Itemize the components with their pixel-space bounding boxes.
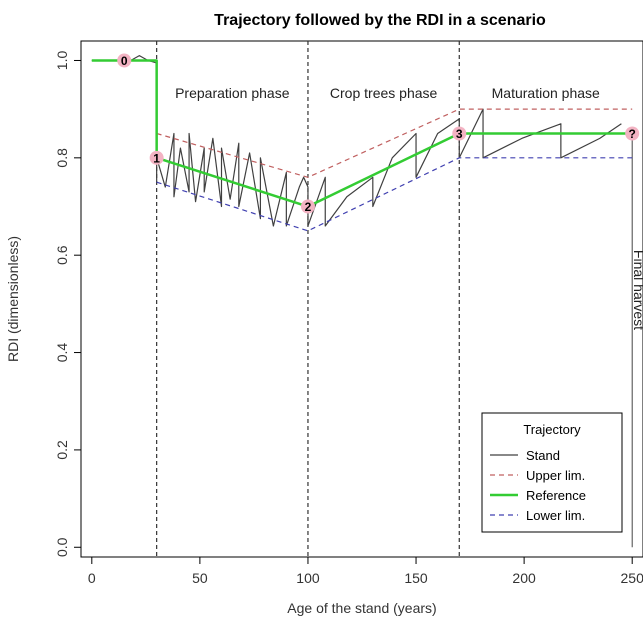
milestone-marker bbox=[149, 150, 164, 165]
milestone-label: 1 bbox=[153, 151, 160, 165]
chart-title: Trajectory followed by the RDI in a scen… bbox=[214, 12, 546, 29]
x-tick-label: 50 bbox=[192, 570, 208, 586]
milestone-label: 0 bbox=[121, 54, 128, 68]
milestone-markers: 0 1 2 3? bbox=[117, 53, 640, 214]
legend-entry: Lower lim. bbox=[526, 508, 585, 523]
y-tick-label: 0.6 bbox=[54, 245, 70, 265]
phase-label: Maturation phase bbox=[492, 85, 600, 101]
series-line bbox=[91, 59, 633, 208]
series-line bbox=[156, 108, 633, 178]
legend-box bbox=[481, 412, 623, 533]
legend-title: Trajectory bbox=[523, 422, 581, 437]
legend-entry: Upper lim. bbox=[526, 468, 585, 483]
final-harvest-annotation: Final harvest bbox=[631, 133, 643, 548]
x-axis: 0 50 100 150 200 250 bbox=[88, 557, 643, 586]
phase-boundaries bbox=[156, 41, 460, 557]
y-tick-label: 1.0 bbox=[54, 51, 70, 71]
y-tick-label: 0.0 bbox=[54, 537, 70, 557]
final-harvest-label: Final harvest bbox=[631, 250, 643, 330]
x-tick-label: 200 bbox=[512, 570, 536, 586]
x-tick-label: 250 bbox=[621, 570, 643, 586]
milestone-label: ? bbox=[629, 127, 636, 141]
milestone-marker bbox=[117, 53, 132, 68]
phase-label: Preparation phase bbox=[175, 85, 290, 101]
y-axis-label: RDI (dimensionless) bbox=[5, 236, 21, 362]
series-line bbox=[91, 55, 622, 227]
plot-area bbox=[80, 40, 643, 558]
x-tick-label: 0 bbox=[88, 570, 96, 586]
phase-label: Crop trees phase bbox=[330, 85, 438, 101]
x-tick-label: 150 bbox=[404, 570, 428, 586]
y-tick-label: 0.2 bbox=[54, 440, 70, 460]
legend: Trajectory Stand Upper lim. Reference Lower… bbox=[481, 412, 623, 533]
legend-entry: Reference bbox=[526, 488, 586, 503]
legend-entry: Stand bbox=[526, 448, 560, 463]
series-line bbox=[156, 157, 633, 232]
phase-labels: Preparation phase Crop trees phase Maturat… bbox=[175, 85, 600, 101]
milestone-label: 3 bbox=[456, 127, 463, 141]
y-axis: 0.0 0.2 0.4 0.6 0.8 1.0 bbox=[54, 51, 81, 557]
y-tick-label: 0.4 bbox=[54, 343, 70, 363]
y-tick-label: 0.8 bbox=[54, 148, 70, 168]
milestone-marker bbox=[300, 199, 315, 214]
series-lines bbox=[91, 55, 633, 232]
milestone-label: 2 bbox=[305, 200, 312, 214]
milestone-marker bbox=[625, 126, 640, 141]
milestone-marker bbox=[452, 126, 467, 141]
x-tick-label: 100 bbox=[296, 570, 320, 586]
x-axis-label: Age of the stand (years) bbox=[287, 600, 436, 616]
